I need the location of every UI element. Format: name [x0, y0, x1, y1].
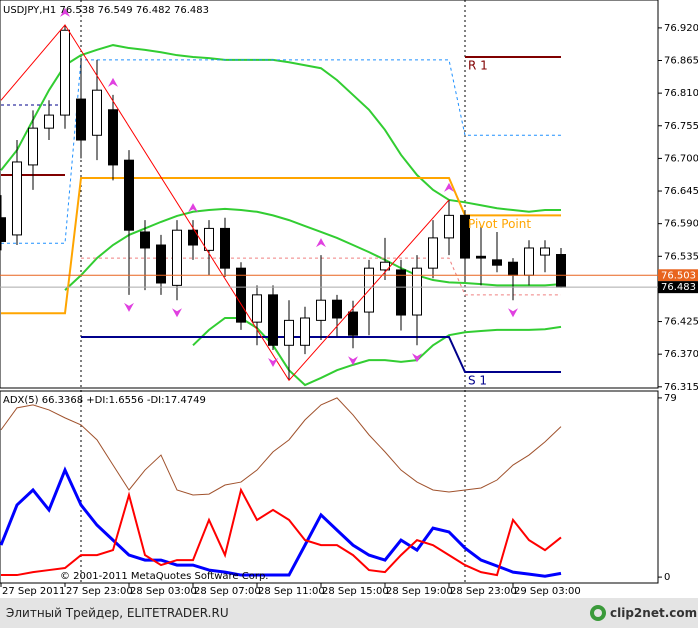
zigzag	[0, 24, 450, 382]
price-label: 76.503	[661, 270, 696, 281]
candle-body	[60, 29, 70, 116]
candle-body	[44, 114, 54, 129]
fractal-down	[172, 308, 182, 318]
y-tick-label: 76.315	[664, 382, 698, 393]
fractal-up	[188, 203, 198, 213]
x-tick-label: 27 Sep 23:00	[66, 586, 133, 597]
chart: USDJPY,H1 76.538 76.549 76.482 76.483 AD…	[0, 0, 698, 597]
candle-body	[0, 217, 6, 242]
indicator-line	[192, 316, 562, 387]
fractal-down	[348, 356, 358, 366]
candle-body	[348, 311, 358, 336]
candle-body	[492, 259, 502, 266]
y-tick-label: 76.865	[664, 56, 698, 67]
y-tick-label: 79	[664, 393, 677, 404]
candle-body	[428, 237, 438, 269]
candle-body	[76, 98, 86, 141]
candle-body	[12, 161, 22, 236]
fractal-down	[412, 353, 422, 363]
footer: Элитный Трейдер, ELITETRADER.RU clip2net…	[0, 598, 698, 628]
candle-body	[188, 229, 198, 246]
x-tick-label: 28 Sep 15:00	[322, 586, 389, 597]
pivot-label: Pivot Point	[468, 217, 531, 231]
candle-body	[28, 127, 38, 166]
x-tick-label: 28 Sep 19:00	[386, 586, 453, 597]
y-tick-label: 76.755	[664, 121, 698, 132]
candle-body	[172, 229, 182, 286]
pivot-label: R 1	[468, 58, 488, 72]
fractal-up	[108, 77, 118, 87]
candle-body	[236, 267, 246, 323]
main-plot	[0, 7, 566, 387]
candle-body	[508, 261, 518, 276]
y-tick-label: 76.370	[664, 349, 698, 360]
fractal-up	[316, 238, 326, 248]
x-tick-label: 28 Sep 03:00	[130, 586, 197, 597]
main-panel	[0, 0, 659, 389]
x-tick-label: 28 Sep 11:00	[258, 586, 325, 597]
x-tick-label: 28 Sep 07:00	[194, 586, 261, 597]
candle-body	[124, 159, 134, 231]
candle-body	[396, 269, 406, 316]
candle-body	[140, 231, 150, 249]
candle-body	[316, 299, 326, 321]
candle-body	[556, 254, 566, 288]
copyright: © 2001-2011 MetaQuotes Software Corp.	[60, 571, 268, 582]
y-tick-label: 76.535	[664, 251, 698, 262]
price-label-box	[658, 281, 698, 294]
fractal-up	[60, 7, 70, 17]
candle-body	[476, 255, 486, 259]
candle-body	[300, 317, 310, 346]
candle-body	[524, 247, 534, 276]
candle-body	[460, 214, 470, 259]
logo-icon	[590, 605, 606, 621]
fractal-up	[444, 182, 454, 192]
candle-body	[412, 267, 422, 316]
candle-body	[252, 294, 262, 323]
logo-text: clip2net.com	[610, 606, 698, 620]
candle-body	[540, 247, 550, 256]
candle-body	[92, 89, 102, 136]
candle-body	[220, 227, 230, 269]
y-tick-label: 76.590	[664, 219, 698, 230]
candle-body	[444, 214, 454, 239]
price-label: 76.483	[661, 282, 696, 293]
adx-line	[0, 466, 562, 578]
pivot-label: S 1	[468, 373, 487, 387]
price-label-box	[658, 269, 698, 282]
y-tick-label: 0	[664, 572, 670, 583]
y-tick-label: 76.425	[664, 317, 698, 328]
fractal-down	[508, 308, 518, 318]
y-tick-label: 76.645	[664, 186, 698, 197]
x-tick-label: 28 Sep 23:00	[450, 586, 517, 597]
candle-body	[380, 261, 390, 271]
fractal-down	[124, 302, 134, 312]
x-tick-label: 27 Sep 2011	[2, 586, 65, 597]
candle-body	[156, 244, 166, 284]
y-tick-label: 76.920	[664, 23, 698, 34]
adx-plot	[0, 397, 562, 578]
candle-body	[268, 294, 278, 346]
chart-title: USDJPY,H1 76.538 76.549 76.482 76.483	[3, 5, 209, 16]
adx-line	[0, 397, 562, 496]
fractal-down	[268, 358, 278, 368]
indicator-line	[0, 44, 561, 213]
candle-body	[284, 319, 294, 346]
y-tick-label: 76.700	[664, 153, 698, 164]
candle-body	[332, 299, 342, 319]
indicator-line	[64, 207, 562, 291]
adx-title: ADX(5) 66.3368 +DI:1.6556 -DI:17.4749	[3, 395, 206, 406]
footer-text: Элитный Трейдер, ELITETRADER.RU	[6, 606, 229, 620]
adx-line	[1, 487, 562, 577]
candle-body	[108, 109, 118, 166]
x-tick-label: 29 Sep 03:00	[514, 586, 581, 597]
y-tick-label: 76.810	[664, 88, 698, 99]
candle-body	[204, 227, 214, 251]
